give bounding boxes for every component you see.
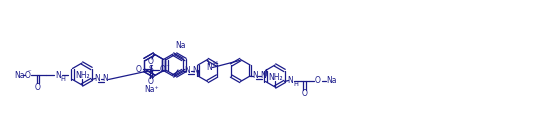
Text: N: N <box>193 66 198 75</box>
Text: H: H <box>212 62 217 67</box>
Text: S: S <box>148 65 153 74</box>
Text: O: O <box>301 89 307 98</box>
Text: N: N <box>184 66 191 75</box>
Text: NH₂: NH₂ <box>76 72 90 81</box>
Text: Na: Na <box>326 76 337 85</box>
Text: O: O <box>136 65 142 74</box>
Text: N: N <box>288 76 294 85</box>
Text: ⁻: ⁻ <box>27 69 31 75</box>
Text: O: O <box>148 77 154 86</box>
Text: O: O <box>35 82 41 91</box>
Text: H: H <box>60 76 65 82</box>
Text: N: N <box>95 74 100 83</box>
Text: Na: Na <box>176 41 186 50</box>
Text: O: O <box>160 65 166 74</box>
Text: Na: Na <box>14 70 24 79</box>
Text: N: N <box>207 63 212 72</box>
Text: N: N <box>102 74 109 83</box>
Text: NH₂: NH₂ <box>269 74 283 82</box>
Text: N: N <box>252 72 258 81</box>
Text: N: N <box>260 72 266 81</box>
Text: H: H <box>293 81 298 88</box>
Text: Na⁺: Na⁺ <box>145 86 160 95</box>
Text: O: O <box>25 72 31 81</box>
Text: ⁻: ⁻ <box>165 64 169 70</box>
Text: O: O <box>315 76 321 85</box>
Text: N: N <box>55 70 61 79</box>
Text: O: O <box>148 58 154 67</box>
